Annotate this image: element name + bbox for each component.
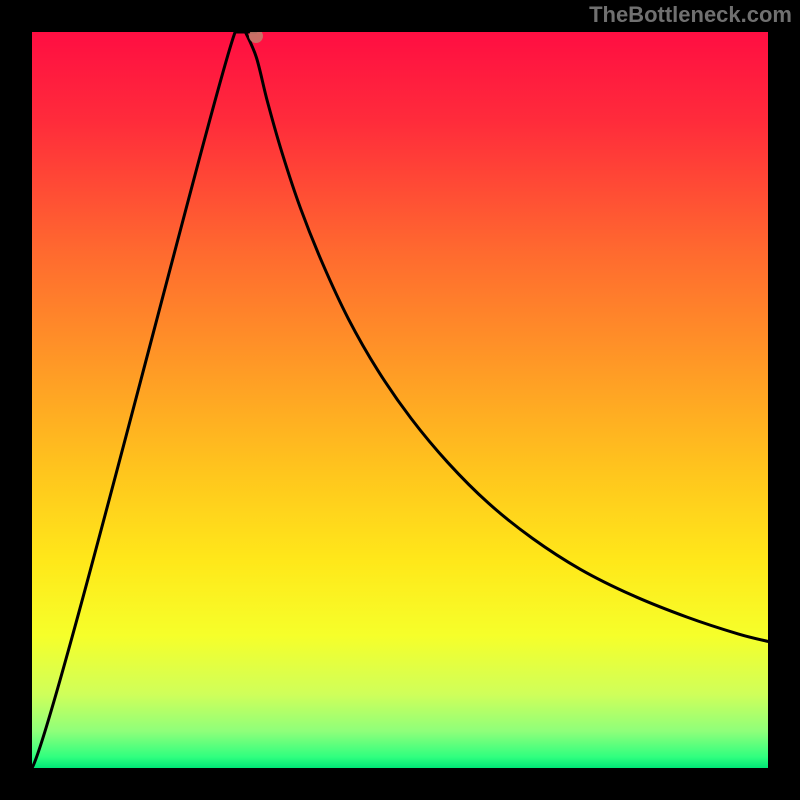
bottleneck-curve	[32, 32, 768, 768]
chart-container: TheBottleneck.com	[0, 0, 800, 800]
plot-area	[32, 32, 768, 768]
watermark-text: TheBottleneck.com	[589, 2, 792, 28]
curve-svg	[32, 32, 768, 768]
